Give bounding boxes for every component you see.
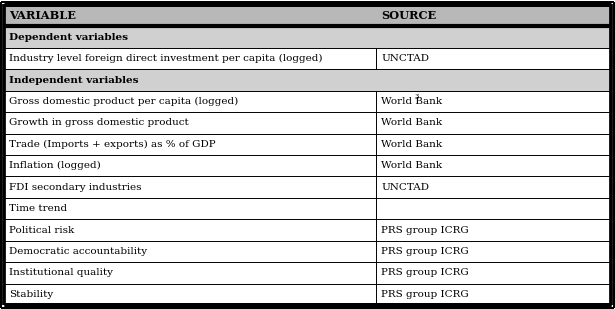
Text: Time trend: Time trend	[9, 204, 67, 213]
Bar	[4, 198, 611, 219]
Text: SOURCE: SOURCE	[381, 10, 436, 21]
Text: Democratic accountability: Democratic accountability	[9, 247, 147, 256]
Bar	[4, 4, 611, 27]
Bar	[4, 241, 611, 262]
Text: Gross domestic product per capita (logged): Gross domestic product per capita (logge…	[9, 97, 238, 106]
Bar	[4, 176, 611, 198]
Text: World Bank: World Bank	[381, 97, 442, 106]
Text: Independent variables: Independent variables	[9, 76, 138, 85]
Text: FDI secondary industries: FDI secondary industries	[9, 183, 141, 192]
Text: PRS group ICRG: PRS group ICRG	[381, 290, 469, 299]
Bar	[4, 219, 611, 241]
Text: UNCTAD: UNCTAD	[381, 54, 429, 63]
Bar	[4, 69, 611, 91]
Bar	[4, 91, 611, 112]
Text: World Bank: World Bank	[381, 161, 442, 170]
Text: Inflation (logged): Inflation (logged)	[9, 161, 101, 170]
Text: PRS group ICRG: PRS group ICRG	[381, 226, 469, 235]
Text: Growth in gross domestic product: Growth in gross domestic product	[9, 118, 189, 127]
Text: Institutional quality: Institutional quality	[9, 268, 113, 277]
Text: UNCTAD: UNCTAD	[381, 183, 429, 192]
Bar	[4, 112, 611, 133]
Bar	[4, 155, 611, 176]
Text: World Bank: World Bank	[381, 140, 442, 149]
Text: 3: 3	[415, 93, 419, 101]
Bar	[4, 262, 611, 284]
Text: PRS group ICRG: PRS group ICRG	[381, 268, 469, 277]
Text: VARIABLE: VARIABLE	[9, 10, 76, 21]
Text: Trade (Imports + exports) as % of GDP: Trade (Imports + exports) as % of GDP	[9, 140, 215, 149]
Text: Political risk: Political risk	[9, 226, 74, 235]
Text: PRS group ICRG: PRS group ICRG	[381, 247, 469, 256]
Bar	[4, 27, 611, 48]
Bar	[4, 48, 611, 69]
Text: Dependent variables: Dependent variables	[9, 33, 128, 42]
Text: Stability: Stability	[9, 290, 53, 299]
Text: Industry level foreign direct investment per capita (logged): Industry level foreign direct investment…	[9, 54, 322, 63]
Bar	[4, 284, 611, 305]
Bar	[4, 133, 611, 155]
Text: World Bank: World Bank	[381, 118, 442, 127]
